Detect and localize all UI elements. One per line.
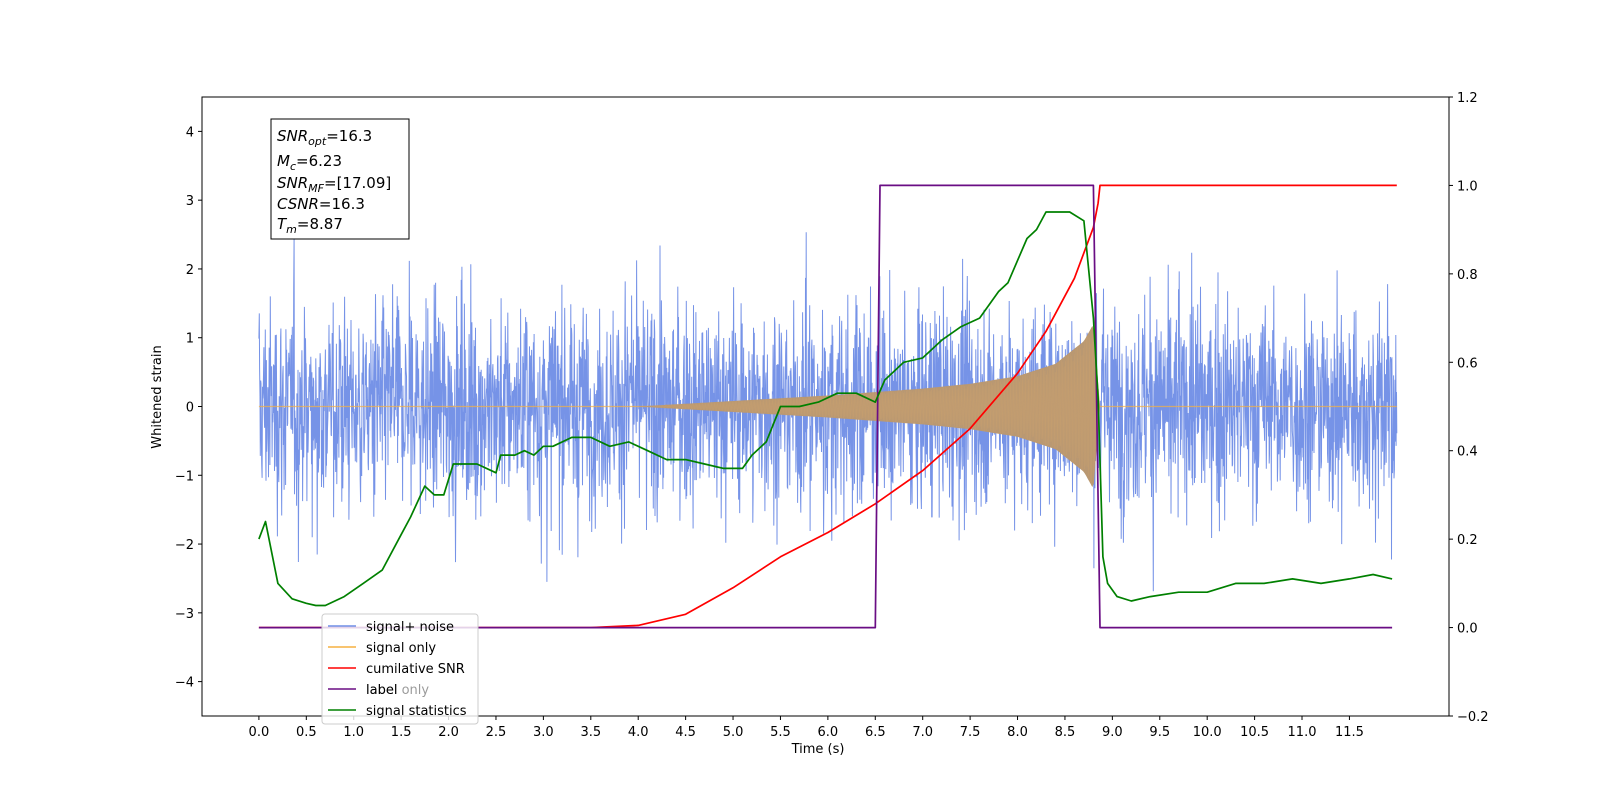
line-series-group: [258, 184, 1397, 629]
annotation-mc: Mc=6.23: [277, 152, 342, 173]
x-tick-label: 9.0: [1102, 725, 1123, 740]
x-tick-label: 11.5: [1335, 725, 1364, 740]
y-tick-label: 2: [186, 263, 194, 278]
legend-item-cumulative-snr: cumilative SNR: [328, 662, 465, 677]
legend-item-label: label only label: [328, 683, 429, 698]
x-tick-label: 4.0: [628, 725, 649, 740]
y-tick-label: −3: [175, 607, 194, 622]
x-tick-label: 10.0: [1193, 725, 1222, 740]
legend: signal+ noise signal only cumilative SNR…: [321, 613, 479, 725]
y-tick-label: 0: [186, 401, 194, 416]
y-axis-ticks: 4 3 2 1 0 −1 −2 −3 −4: [175, 125, 202, 691]
x-tick-label: 3.5: [580, 725, 601, 740]
y2-tick-label: 1.0: [1457, 179, 1478, 194]
y2-tick-label: 0.4: [1457, 445, 1478, 460]
y-tick-label: 3: [186, 194, 194, 209]
svg-text:signal+ noise: signal+ noise: [366, 620, 454, 635]
x-tick-label: 7.0: [912, 725, 933, 740]
x-tick-label: 2.0: [438, 725, 459, 740]
x-tick-label: 0.5: [296, 725, 317, 740]
x-tick-label: 8.0: [1007, 725, 1028, 740]
label-line: [258, 184, 1393, 629]
y-tick-label: −2: [175, 538, 194, 553]
annotation-box: SNRopt=16.3 Mc=6.23 SNRMF=[17.09] CSNR=1…: [270, 118, 410, 240]
x-tick-label: 2.5: [486, 725, 507, 740]
x-tick-label: 5.5: [770, 725, 791, 740]
signal-only-series: [258, 325, 1397, 488]
y2-axis-ticks: 1.2 1.0 0.8 0.6 0.4 0.2 0.0 −0.2: [1449, 91, 1489, 725]
signal-noise-line: [258, 232, 1398, 592]
svg-text:label only: label only: [366, 683, 429, 698]
svg-text:signal only: signal only: [366, 641, 436, 656]
signal-noise-series: [258, 232, 1398, 592]
x-tick-label: 1.5: [391, 725, 412, 740]
y2-tick-label: 1.2: [1457, 91, 1478, 106]
x-tick-label: 8.5: [1055, 725, 1076, 740]
svg-text:cumilative SNR: cumilative SNR: [366, 662, 465, 677]
y-tick-label: 4: [186, 125, 194, 140]
x-tick-label: 11.0: [1288, 725, 1317, 740]
annotation-snr-mf: SNRMF=[17.09]: [277, 174, 391, 195]
x-tick-label: 10.5: [1240, 725, 1269, 740]
x-tick-label: 9.5: [1149, 725, 1170, 740]
x-tick-label: 0.0: [249, 725, 270, 740]
y2-tick-label: 0.6: [1457, 356, 1478, 371]
x-tick-label: 7.5: [960, 725, 981, 740]
y2-tick-label: 0.2: [1457, 533, 1478, 548]
x-tick-label: 4.5: [675, 725, 696, 740]
y2-tick-label: −0.2: [1457, 710, 1489, 725]
svg-text:signal statistics: signal statistics: [366, 704, 467, 719]
cumulative-snr-line: [258, 184, 1397, 629]
legend-item-signal-noise: signal+ noise: [328, 620, 454, 635]
x-tick-label: 6.0: [818, 725, 839, 740]
x-axis-label: Time (s): [791, 742, 845, 757]
y2-tick-label: 0.0: [1457, 622, 1478, 637]
y2-tick-label: 0.8: [1457, 268, 1478, 283]
y-axis-label: Whitened strain: [150, 345, 165, 448]
legend-item-signal-statistics: signal statistics: [328, 704, 467, 719]
legend-item-signal-only: signal only: [328, 641, 436, 656]
x-tick-label: 6.5: [865, 725, 886, 740]
signal-only-line: [638, 331, 1101, 486]
annotation-csnr: CSNR=16.3: [277, 195, 365, 213]
annotation-tm: Tm=8.87: [277, 215, 343, 236]
x-axis-ticks: 0.0 0.5 1.0 1.5 2.0 2.5 3.0 3.5 4.0 4.5 5.0 5.5 6.0 6…: [249, 716, 1364, 740]
x-tick-label: 1.0: [343, 725, 364, 740]
y-tick-label: 1: [186, 332, 194, 347]
signal-statistics-line: [258, 211, 1393, 607]
y-tick-label: −4: [175, 676, 194, 691]
y-tick-label: −1: [175, 469, 194, 484]
annotation-snr-opt: SNRopt=16.3: [277, 127, 372, 148]
x-tick-label: 3.0: [533, 725, 554, 740]
x-tick-label: 5.0: [723, 725, 744, 740]
svg-text:label: label: [366, 683, 397, 698]
